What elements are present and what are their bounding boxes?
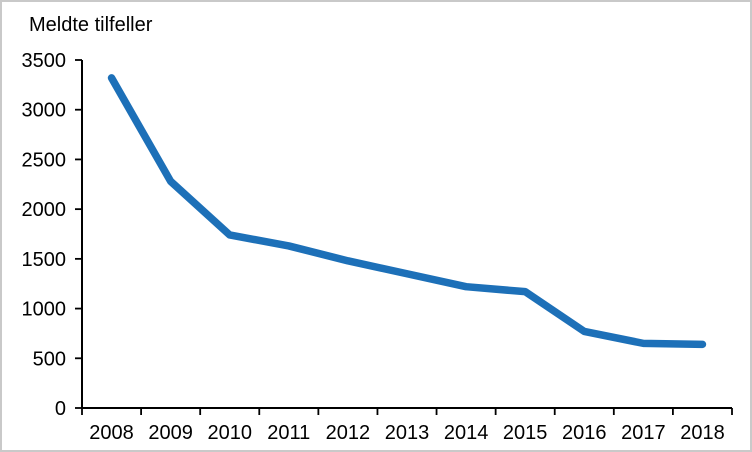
y-axis-tick-label: 1500 bbox=[22, 249, 67, 271]
y-axis-tick-label: 2000 bbox=[22, 199, 67, 221]
x-axis-tick-label: 2010 bbox=[207, 422, 252, 444]
y-axis-tick-label: 3500 bbox=[22, 50, 67, 72]
x-axis-tick-label: 2012 bbox=[326, 422, 371, 444]
x-axis-tick-label: 2009 bbox=[148, 422, 193, 444]
x-axis-tick-label: 2011 bbox=[267, 422, 310, 444]
chart-title: Meldte tilfeller bbox=[29, 14, 153, 36]
x-axis-tick-label: 2017 bbox=[621, 422, 666, 444]
data-line-series bbox=[107, 74, 707, 349]
x-axis-tick-label: 2013 bbox=[385, 422, 430, 444]
x-axis-tick-label: 2014 bbox=[444, 422, 489, 444]
y-axis-tick-label: 1000 bbox=[22, 299, 67, 321]
x-axis-tick-label: 2018 bbox=[680, 422, 725, 444]
y-axis-tick-label: 2500 bbox=[22, 149, 67, 171]
y-axis-tick-label: 0 bbox=[55, 398, 66, 420]
x-axis-tick-label: 2016 bbox=[562, 422, 607, 444]
x-axis-tick-label: 2015 bbox=[503, 422, 548, 444]
y-axis-tick-label: 500 bbox=[33, 348, 66, 370]
x-axis-tick-label: 2008 bbox=[89, 422, 134, 444]
y-axis-tick-label: 3000 bbox=[22, 100, 67, 122]
